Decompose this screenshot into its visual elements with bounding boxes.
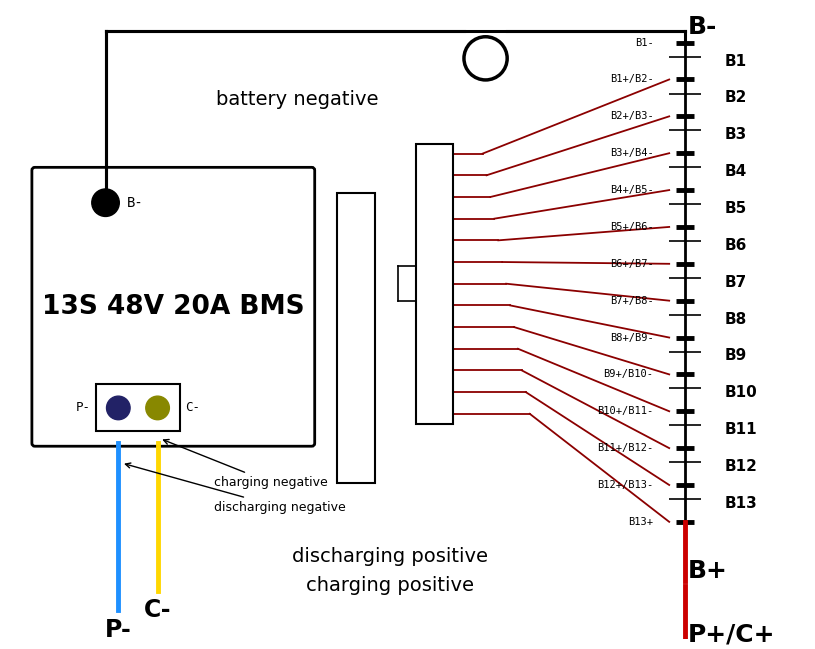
Text: B6: B6 — [725, 238, 747, 253]
Text: B1+/B2-: B1+/B2- — [610, 75, 654, 84]
Bar — [95, 384, 180, 432]
Text: B9+/B10-: B9+/B10- — [603, 369, 654, 380]
Text: B5: B5 — [725, 201, 747, 216]
Text: B11: B11 — [725, 422, 757, 437]
Circle shape — [107, 396, 130, 420]
Text: B11+/B12-: B11+/B12- — [597, 443, 654, 453]
Text: B4+/B5-: B4+/B5- — [610, 185, 654, 195]
Text: B7: B7 — [725, 275, 747, 289]
Text: B1-: B1- — [635, 38, 654, 47]
Text: P-: P- — [76, 402, 90, 415]
Circle shape — [146, 396, 170, 420]
Text: B5+/B6-: B5+/B6- — [610, 222, 654, 232]
Text: B13+: B13+ — [628, 517, 654, 527]
Text: B10: B10 — [725, 386, 757, 400]
Text: B7+/B8-: B7+/B8- — [610, 296, 654, 306]
Text: B4: B4 — [725, 164, 747, 179]
Text: B13: B13 — [725, 496, 757, 511]
Text: B2+/B3-: B2+/B3- — [610, 112, 654, 121]
Text: C-: C- — [143, 598, 171, 622]
Text: B12+/B13-: B12+/B13- — [597, 480, 654, 490]
FancyBboxPatch shape — [32, 167, 315, 447]
Bar — [337, 193, 375, 483]
Text: battery negative: battery negative — [216, 90, 378, 109]
Text: B1: B1 — [725, 54, 747, 69]
Bar — [416, 144, 453, 424]
Text: B+: B+ — [688, 559, 728, 583]
Text: B8: B8 — [725, 312, 747, 326]
Text: B-: B- — [688, 15, 717, 39]
Text: B-: B- — [127, 196, 144, 210]
Circle shape — [92, 189, 119, 217]
Text: B12: B12 — [725, 459, 757, 474]
Text: B2: B2 — [725, 90, 747, 105]
Text: P+/C+: P+/C+ — [688, 623, 775, 647]
Text: 13S 48V 20A BMS: 13S 48V 20A BMS — [42, 294, 305, 320]
Text: B3+/B4-: B3+/B4- — [610, 148, 654, 158]
Text: charging positive: charging positive — [306, 576, 474, 595]
Text: discharging positive: discharging positive — [293, 546, 488, 566]
Text: B10+/B11-: B10+/B11- — [597, 406, 654, 416]
Text: B6+/B7-: B6+/B7- — [610, 259, 654, 269]
Text: discharging negative: discharging negative — [126, 463, 346, 513]
Text: charging negative: charging negative — [164, 439, 328, 489]
Text: B8+/B9-: B8+/B9- — [610, 332, 654, 343]
Text: P-: P- — [105, 618, 132, 642]
Text: B9: B9 — [725, 349, 747, 363]
Text: C-: C- — [185, 402, 200, 415]
Text: B3: B3 — [725, 127, 747, 142]
